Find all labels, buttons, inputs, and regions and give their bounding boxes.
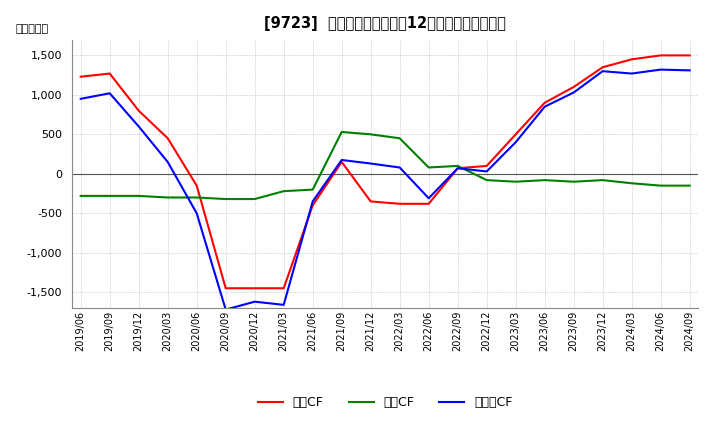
営業CF — [511, 132, 520, 137]
営業CF — [541, 100, 549, 106]
Title: [9723]  キャッシュフローの12か月移動合計の推移: [9723] キャッシュフローの12か月移動合計の推移 — [264, 16, 506, 32]
投資CF — [251, 196, 259, 202]
投資CF — [454, 163, 462, 169]
投資CF — [541, 177, 549, 183]
フリーCF — [163, 159, 172, 165]
営業CF — [338, 159, 346, 165]
フリーCF — [192, 211, 201, 216]
投資CF — [105, 193, 114, 198]
営業CF — [482, 163, 491, 169]
投資CF — [482, 177, 491, 183]
投資CF — [627, 181, 636, 186]
フリーCF — [251, 299, 259, 304]
営業CF — [279, 286, 288, 291]
フリーCF — [570, 90, 578, 95]
営業CF — [221, 286, 230, 291]
投資CF — [366, 132, 375, 137]
営業CF — [657, 53, 665, 58]
投資CF — [192, 195, 201, 200]
フリーCF — [598, 69, 607, 74]
投資CF — [395, 136, 404, 141]
フリーCF — [685, 68, 694, 73]
営業CF — [454, 165, 462, 171]
フリーCF — [395, 165, 404, 170]
Text: （百万円）: （百万円） — [16, 24, 49, 34]
フリーCF — [657, 67, 665, 72]
投資CF — [424, 165, 433, 170]
営業CF — [395, 201, 404, 206]
営業CF — [424, 201, 433, 206]
Line: フリーCF: フリーCF — [81, 70, 690, 310]
投資CF — [308, 187, 317, 192]
Line: 投資CF: 投資CF — [81, 132, 690, 199]
営業CF — [570, 84, 578, 90]
フリーCF — [454, 165, 462, 171]
営業CF — [627, 57, 636, 62]
営業CF — [366, 199, 375, 204]
営業CF — [163, 136, 172, 141]
営業CF — [251, 286, 259, 291]
フリーCF — [76, 96, 85, 102]
営業CF — [192, 183, 201, 188]
営業CF — [308, 203, 317, 208]
投資CF — [279, 188, 288, 194]
営業CF — [105, 71, 114, 76]
Legend: 営業CF, 投資CF, フリーCF: 営業CF, 投資CF, フリーCF — [253, 392, 518, 414]
投資CF — [685, 183, 694, 188]
フリーCF — [366, 161, 375, 166]
フリーCF — [135, 124, 143, 129]
フリーCF — [482, 169, 491, 174]
投資CF — [135, 193, 143, 198]
投資CF — [76, 193, 85, 198]
フリーCF — [541, 104, 549, 109]
営業CF — [135, 108, 143, 113]
フリーCF — [338, 158, 346, 163]
投資CF — [657, 183, 665, 188]
フリーCF — [424, 196, 433, 201]
フリーCF — [221, 307, 230, 312]
Line: 営業CF: 営業CF — [81, 55, 690, 288]
フリーCF — [511, 139, 520, 145]
投資CF — [511, 179, 520, 184]
フリーCF — [627, 71, 636, 76]
投資CF — [598, 177, 607, 183]
投資CF — [338, 129, 346, 135]
フリーCF — [308, 199, 317, 204]
投資CF — [221, 196, 230, 202]
営業CF — [598, 65, 607, 70]
フリーCF — [105, 91, 114, 96]
営業CF — [685, 53, 694, 58]
フリーCF — [279, 302, 288, 308]
投資CF — [163, 195, 172, 200]
投資CF — [570, 179, 578, 184]
営業CF — [76, 74, 85, 79]
